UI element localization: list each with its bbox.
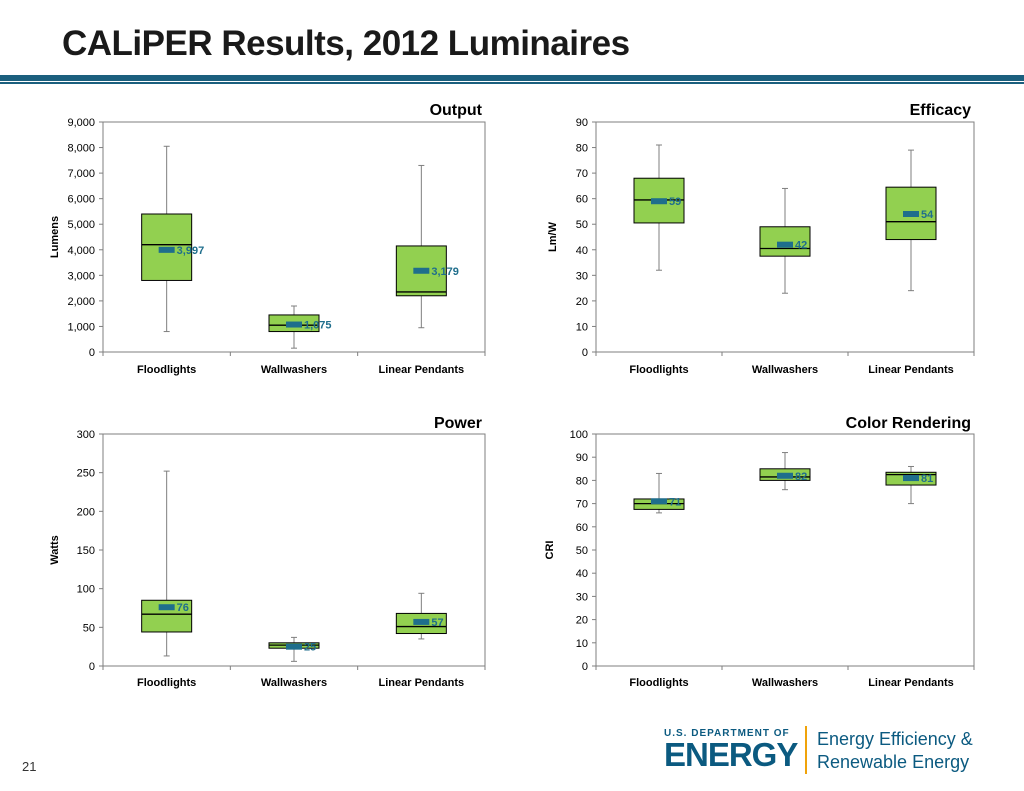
page-number: 21 bbox=[22, 759, 37, 774]
y-tick-label: 6,000 bbox=[67, 194, 95, 206]
y-tick-label: 70 bbox=[576, 499, 588, 511]
x-category-label: Floodlights bbox=[137, 677, 196, 689]
x-category-label: Linear Pendants bbox=[379, 677, 465, 689]
mean-marker bbox=[777, 472, 793, 479]
mean-marker bbox=[286, 321, 302, 328]
mean-data-label: 71 bbox=[669, 496, 681, 508]
y-tick-label: 5,000 bbox=[67, 219, 95, 231]
mean-data-label: 82 bbox=[795, 471, 807, 483]
y-tick-label: 20 bbox=[576, 296, 588, 308]
x-category-label: Linear Pendants bbox=[868, 364, 954, 376]
y-tick-label: 50 bbox=[83, 622, 95, 634]
y-tick-label: 20 bbox=[576, 615, 588, 627]
mean-data-label: 1,075 bbox=[304, 320, 332, 332]
plot-area-frame bbox=[102, 121, 486, 353]
x-category-label: Wallwashers bbox=[261, 677, 327, 689]
logo-office-line2: Renewable Energy bbox=[817, 752, 970, 772]
y-tick-label: 40 bbox=[576, 568, 588, 580]
mean-data-label: 76 bbox=[177, 602, 189, 614]
title-divider-thin bbox=[0, 82, 1024, 84]
doe-eere-logo: U.S. DEPARTMENT OF ENERGY Energy Efficie… bbox=[664, 726, 984, 778]
y-tick-label: 90 bbox=[576, 117, 588, 129]
mean-data-label: 81 bbox=[921, 473, 933, 485]
y-tick-label: 50 bbox=[576, 219, 588, 231]
logo-office-line1: Energy Efficiency & bbox=[817, 729, 973, 749]
mean-marker bbox=[651, 198, 667, 205]
y-tick-label: 60 bbox=[576, 194, 588, 206]
y-axis-label: CRI bbox=[544, 541, 556, 560]
mean-marker bbox=[158, 604, 175, 611]
chart-title: Power bbox=[434, 415, 482, 432]
title-divider bbox=[0, 75, 1024, 81]
y-tick-label: 0 bbox=[89, 661, 95, 673]
y-tick-label: 8,000 bbox=[67, 143, 95, 155]
mean-marker bbox=[777, 241, 793, 248]
logo-department: U.S. DEPARTMENT OF bbox=[664, 728, 790, 739]
y-tick-label: 300 bbox=[77, 429, 95, 441]
y-tick-label: 10 bbox=[576, 321, 588, 333]
y-tick-label: 30 bbox=[576, 591, 588, 603]
x-category-label: Wallwashers bbox=[752, 364, 818, 376]
mean-data-label: 59 bbox=[669, 196, 681, 208]
x-category-label: Floodlights bbox=[629, 364, 688, 376]
y-tick-label: 100 bbox=[570, 429, 588, 441]
y-tick-label: 9,000 bbox=[67, 117, 95, 129]
y-tick-label: 90 bbox=[576, 452, 588, 464]
y-tick-label: 40 bbox=[576, 245, 588, 257]
y-tick-label: 80 bbox=[576, 143, 588, 155]
y-tick-label: 150 bbox=[77, 545, 95, 557]
mean-marker bbox=[651, 498, 667, 505]
mean-marker bbox=[158, 246, 175, 253]
mean-data-label: 25 bbox=[304, 642, 316, 654]
chart-title: Output bbox=[430, 102, 483, 119]
logo-divider bbox=[805, 726, 807, 774]
y-axis-label: Lm/W bbox=[547, 221, 559, 252]
y-tick-label: 1,000 bbox=[67, 321, 95, 333]
mean-marker bbox=[413, 618, 430, 625]
y-tick-label: 3,000 bbox=[67, 270, 95, 282]
chart-title: Color Rendering bbox=[846, 415, 971, 432]
y-tick-label: 200 bbox=[77, 506, 95, 518]
y-axis-label: Watts bbox=[49, 535, 61, 565]
y-axis-label: Lumens bbox=[49, 216, 61, 258]
x-category-label: Linear Pendants bbox=[868, 677, 954, 689]
y-tick-label: 100 bbox=[77, 584, 95, 596]
mean-marker bbox=[413, 267, 430, 274]
mean-data-label: 3,179 bbox=[431, 266, 459, 278]
logo-energy: ENERGY bbox=[664, 736, 798, 773]
x-category-label: Linear Pendants bbox=[379, 364, 465, 376]
x-category-label: Wallwashers bbox=[752, 677, 818, 689]
y-tick-label: 50 bbox=[576, 545, 588, 557]
x-category-label: Wallwashers bbox=[261, 364, 327, 376]
chart-title: Efficacy bbox=[910, 102, 971, 119]
y-tick-label: 0 bbox=[582, 347, 588, 359]
y-tick-label: 10 bbox=[576, 638, 588, 650]
mean-data-label: 3,997 bbox=[177, 245, 205, 257]
y-tick-label: 7,000 bbox=[67, 168, 95, 180]
mean-data-label: 57 bbox=[431, 617, 443, 629]
y-tick-label: 60 bbox=[576, 522, 588, 534]
mean-data-label: 42 bbox=[795, 240, 807, 252]
y-tick-label: 70 bbox=[576, 168, 588, 180]
plot-area-frame bbox=[595, 121, 975, 353]
x-category-label: Floodlights bbox=[629, 677, 688, 689]
mean-marker bbox=[286, 643, 302, 650]
y-tick-label: 80 bbox=[576, 475, 588, 487]
mean-marker bbox=[903, 475, 919, 482]
box-iqr bbox=[759, 226, 811, 257]
y-tick-label: 4,000 bbox=[67, 245, 95, 257]
y-tick-label: 30 bbox=[576, 270, 588, 282]
y-tick-label: 2,000 bbox=[67, 296, 95, 308]
slide-title: CALiPER Results, 2012 Luminaires bbox=[62, 24, 630, 63]
y-tick-label: 0 bbox=[89, 347, 95, 359]
mean-marker bbox=[903, 211, 919, 217]
y-tick-label: 0 bbox=[582, 661, 588, 673]
mean-data-label: 54 bbox=[921, 209, 934, 221]
y-tick-label: 250 bbox=[77, 468, 95, 480]
x-category-label: Floodlights bbox=[137, 364, 196, 376]
